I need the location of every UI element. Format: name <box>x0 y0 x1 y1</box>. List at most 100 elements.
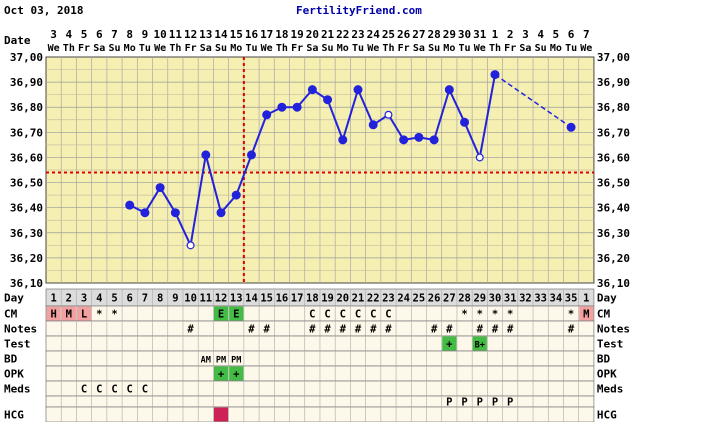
cell-cm-text: C <box>309 309 315 321</box>
temperature-line <box>387 114 405 141</box>
cell-day-text: 14 <box>245 293 258 305</box>
weekday-label: Su <box>535 43 547 54</box>
y-tick-label-left: 36,50 <box>10 177 43 190</box>
date-label: 21 <box>321 28 335 41</box>
cell-extra-text: P <box>507 397 513 409</box>
cell-cm-text: * <box>111 309 117 321</box>
cell-day-text: 32 <box>519 293 532 305</box>
y-tick-label-left: 36,60 <box>10 151 43 164</box>
cell-highlight <box>213 407 229 422</box>
cell-opk-text: + <box>218 369 224 381</box>
cell-meds-text: C <box>111 384 117 396</box>
cell-cm-text: C <box>355 309 361 321</box>
weekday-label: Fr <box>504 43 516 54</box>
weekday-label: Sa <box>519 43 531 54</box>
cell-notes-text: # <box>370 324 377 336</box>
cell-cm-text: C <box>324 309 330 321</box>
cell-extra-text: P <box>446 397 452 409</box>
cell-cm-text: M <box>66 309 72 321</box>
temperature-point <box>246 150 256 160</box>
cell-cm-text: * <box>568 309 574 321</box>
cell-test-text: B+ <box>475 341 485 351</box>
temperature-line <box>144 187 162 214</box>
cell-day-text: 21 <box>352 293 365 305</box>
cell-day-text: 4 <box>96 293 102 305</box>
cell-day-text: 29 <box>473 293 486 305</box>
weekday-label: Su <box>322 43 334 54</box>
row-label-left: HCG <box>4 409 24 422</box>
cell-cm-text: H <box>50 309 56 321</box>
temperature-point-open <box>384 110 393 119</box>
cell-meds-text: C <box>81 384 87 396</box>
weekday-label: Sa <box>93 43 105 54</box>
temperature-line <box>174 212 192 246</box>
cell-notes-text: # <box>264 324 271 336</box>
row-label-left: BD <box>4 353 18 366</box>
cell-day-text: 2 <box>66 293 72 305</box>
y-tick-label-right: 36,60 <box>597 151 630 164</box>
cell-notes-text: # <box>492 324 499 336</box>
weekday-label: Th <box>169 43 181 54</box>
cell-highlight <box>46 306 61 321</box>
row-label-left: Day <box>4 292 24 305</box>
temperature-point <box>323 95 333 105</box>
cell-day-text: 10 <box>184 293 197 305</box>
temperature-line <box>433 89 451 141</box>
cell-highlight <box>229 366 244 381</box>
date-label: 12 <box>184 28 197 41</box>
temperature-series <box>46 57 594 283</box>
temperature-line <box>189 154 207 246</box>
date-label: 6 <box>568 28 575 41</box>
row-label-right: Meds <box>597 383 624 396</box>
cell-highlight <box>442 336 457 351</box>
row-label-right: HCG <box>597 409 617 422</box>
row-label-right: Notes <box>597 323 630 336</box>
cell-day-text: 17 <box>291 293 304 305</box>
cell-day-text: 23 <box>382 293 395 305</box>
weekday-label: We <box>154 43 166 54</box>
temperature-line <box>341 89 359 141</box>
date-label: 26 <box>397 28 411 41</box>
cell-day-text: 11 <box>199 293 212 305</box>
y-tick-label-right: 36,10 <box>597 277 630 290</box>
cell-day-text: 13 <box>230 293 243 305</box>
temperature-point <box>140 208 150 218</box>
cell-day-text: 6 <box>127 293 133 305</box>
weekday-label: Th <box>489 43 501 54</box>
weekday-label: Tu <box>352 43 364 54</box>
cell-extra-text: P <box>477 397 483 409</box>
temperature-line <box>250 114 268 156</box>
cell-notes-text: # <box>446 324 453 336</box>
temperature-point <box>292 102 302 112</box>
weekday-label: Su <box>108 43 120 54</box>
y-tick-label-left: 36,10 <box>10 277 43 290</box>
cell-cm-text: L <box>81 309 87 321</box>
temperature-point <box>338 135 348 145</box>
weekday-label: We <box>261 43 273 54</box>
chart-date: Oct 03, 2018 <box>4 4 84 17</box>
date-label: 24 <box>367 28 381 41</box>
y-tick-label-right: 36,20 <box>597 252 630 265</box>
cell-extra-text: P <box>492 397 498 409</box>
cell-cm-text: C <box>385 309 391 321</box>
temperature-line <box>357 89 375 126</box>
row-label-left: Meds <box>4 383 31 396</box>
y-tick-label-left: 36,30 <box>10 227 43 240</box>
cell-bd-text: AM <box>201 356 211 366</box>
cell-notes-text: # <box>340 324 347 336</box>
row-label-left: OPK <box>4 368 24 381</box>
temperature-point <box>262 110 272 120</box>
row-label-right: BD <box>597 353 611 366</box>
site-name[interactable]: FertilityFriend.com <box>296 4 422 17</box>
y-tick-label-left: 36,70 <box>10 126 43 139</box>
y-tick-label-right: 36,50 <box>597 177 630 190</box>
cell-opk-text: + <box>233 369 239 381</box>
weekday-label: Fr <box>185 43 197 54</box>
cell-day-text: 26 <box>428 293 441 305</box>
weekday-label: Tu <box>245 43 257 54</box>
cell-cm-text: * <box>492 309 498 321</box>
date-label: 20 <box>306 28 319 41</box>
cell-day-text: 7 <box>142 293 148 305</box>
date-label: 16 <box>245 28 259 41</box>
row-label-left: Notes <box>4 323 37 336</box>
